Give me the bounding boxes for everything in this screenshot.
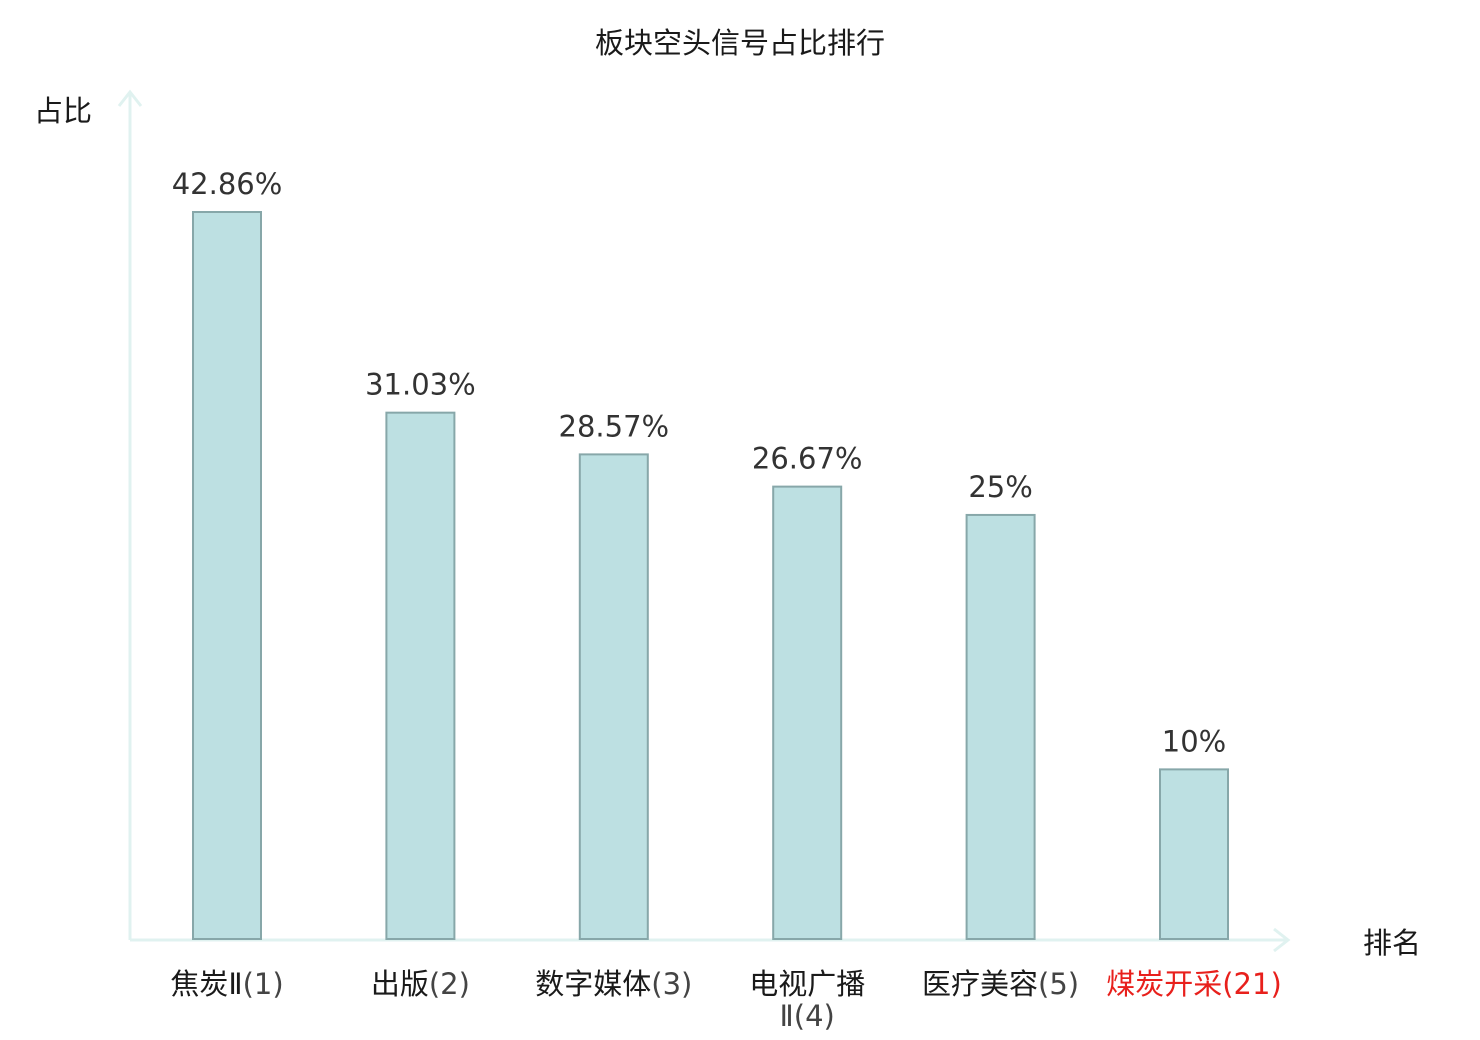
value-label-2: 31.03% — [365, 368, 476, 402]
bar-4 — [772, 485, 843, 940]
category-label-5: 医疗美容(5) — [922, 967, 1079, 1001]
category-name-6: 煤炭开采 — [1106, 967, 1222, 1001]
bar-3 — [578, 453, 649, 940]
category-label-2: 出版(2) — [371, 967, 470, 1001]
bar-1 — [192, 211, 262, 940]
y-axis-arrow — [117, 89, 143, 107]
y-axis-label: 占比 — [34, 94, 92, 128]
category-name-5: 医疗美容 — [922, 967, 1038, 1001]
category-label-3: 数字媒体(3) — [535, 967, 692, 1001]
category-label-6: 煤炭开采(21) — [1106, 967, 1282, 1001]
bar-6 — [1159, 768, 1229, 941]
value-labels-group: 42.86% 31.03% 28.57% 26.67% 25% 10% — [172, 167, 1227, 758]
x-axis-label: 排名 — [1363, 926, 1421, 960]
bar-2 — [385, 411, 456, 940]
category-label-4-line2: Ⅱ(4) — [780, 999, 835, 1033]
category-label-4: 电视广播 — [749, 967, 865, 1001]
value-label-4: 26.67% — [752, 442, 863, 476]
chart-title: 板块空头信号占比排行 — [595, 26, 885, 60]
category-label-1: 焦炭Ⅱ(1) — [170, 967, 283, 1001]
value-label-5: 25% — [968, 470, 1032, 504]
category-rank-1: (1) — [243, 967, 284, 1001]
category-name-1: 焦炭Ⅱ — [170, 967, 242, 1001]
category-rank-5: (5) — [1038, 967, 1079, 1001]
category-rank-3: (3) — [651, 967, 692, 1001]
category-name-2: 出版 — [371, 967, 429, 1001]
value-label-1: 42.86% — [172, 167, 283, 201]
bars-group — [192, 211, 1229, 941]
category-rank-2: (2) — [429, 967, 470, 1001]
value-label-6: 10% — [1162, 724, 1226, 758]
value-label-3: 28.57% — [559, 409, 670, 443]
category-name-3: 数字媒体 — [535, 967, 651, 1001]
x-axis-arrow — [1273, 927, 1291, 953]
category-rank-6: (21) — [1222, 967, 1282, 1001]
bar-5 — [965, 513, 1036, 940]
